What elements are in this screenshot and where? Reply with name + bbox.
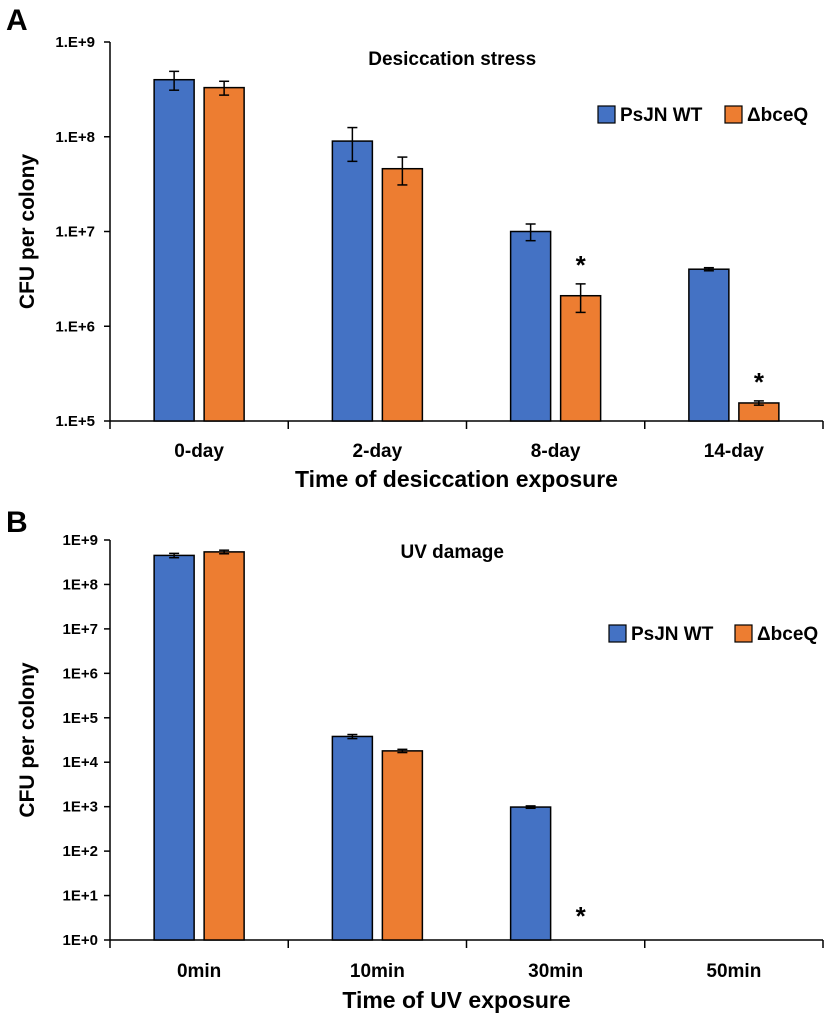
x-axis-label: Time of desiccation exposure [295,466,618,492]
y-tick-label: 1E+3 [63,799,98,816]
legend-swatch [724,105,743,124]
bar [203,86,245,422]
legend-swatch [608,624,627,643]
panel-b: B UV damage 1E+0 1E+1 1E+2 1E+3 1E+4 1E+5 1E+6 1E… [6,506,824,1013]
y-tick-label: 1.E+8 [55,129,95,146]
bar [509,230,552,422]
bar [381,167,424,422]
legend-label: ΔbceQ [757,624,818,645]
y-tick-label: 1E+0 [63,932,98,949]
y-tick-label: 1E+1 [63,888,98,905]
bar [203,551,245,941]
bar [331,140,374,422]
bar [153,554,195,941]
y-tick-label: 1E+9 [63,532,98,549]
x-tick-label: 50min [706,961,761,982]
x-tick-label: 8-day [531,441,581,462]
legend-label: PsJN WT [631,624,714,645]
significance-mark: * [576,901,587,931]
x-tick-label: 0min [177,961,221,982]
chart-title: Desiccation stress [368,49,536,70]
significance-mark: * [576,250,587,280]
panel-letter: A [6,4,28,37]
y-tick-label: 1E+4 [63,754,99,771]
y-tick-label: 1E+2 [63,843,98,860]
y-tick-label: 1.E+7 [55,224,95,241]
x-axis-label: Time of UV exposure [342,987,570,1013]
bar [153,78,195,422]
y-tick-label: 1E+5 [63,710,98,727]
y-axis-label: CFU per colony [16,154,39,310]
legend-swatch [597,105,616,124]
bar [509,806,552,941]
x-tick-label: 0-day [174,441,224,462]
x-tick-label: 10min [350,961,405,982]
y-tick-label: 1E+8 [63,576,98,593]
panel-letter: B [6,506,28,539]
legend-label: PsJN WT [620,105,703,126]
x-tick-label: 2-day [353,441,403,462]
y-tick-label: 1.E+6 [55,318,95,335]
legend-label: ΔbceQ [747,105,808,126]
y-tick-label: 1.E+5 [55,413,95,430]
bar [688,268,730,422]
y-tick-label: 1E+7 [63,621,98,638]
x-tick-label: 14-day [704,441,765,462]
y-axis-label: CFU per colony [16,662,39,818]
x-tick-label: 30min [528,961,583,982]
panel-a: A Desiccation stress 1.E+5 1.E+6 1.E+7 1.E+8 1… [6,4,824,492]
y-tick-label: 1.E+9 [55,34,95,51]
bar [559,294,602,422]
chart-title: UV damage [400,542,503,563]
y-tick-label: 1E+6 [63,665,98,682]
legend-swatch [734,624,753,643]
bar [331,735,374,941]
significance-mark: * [754,367,765,397]
bar [381,750,424,941]
